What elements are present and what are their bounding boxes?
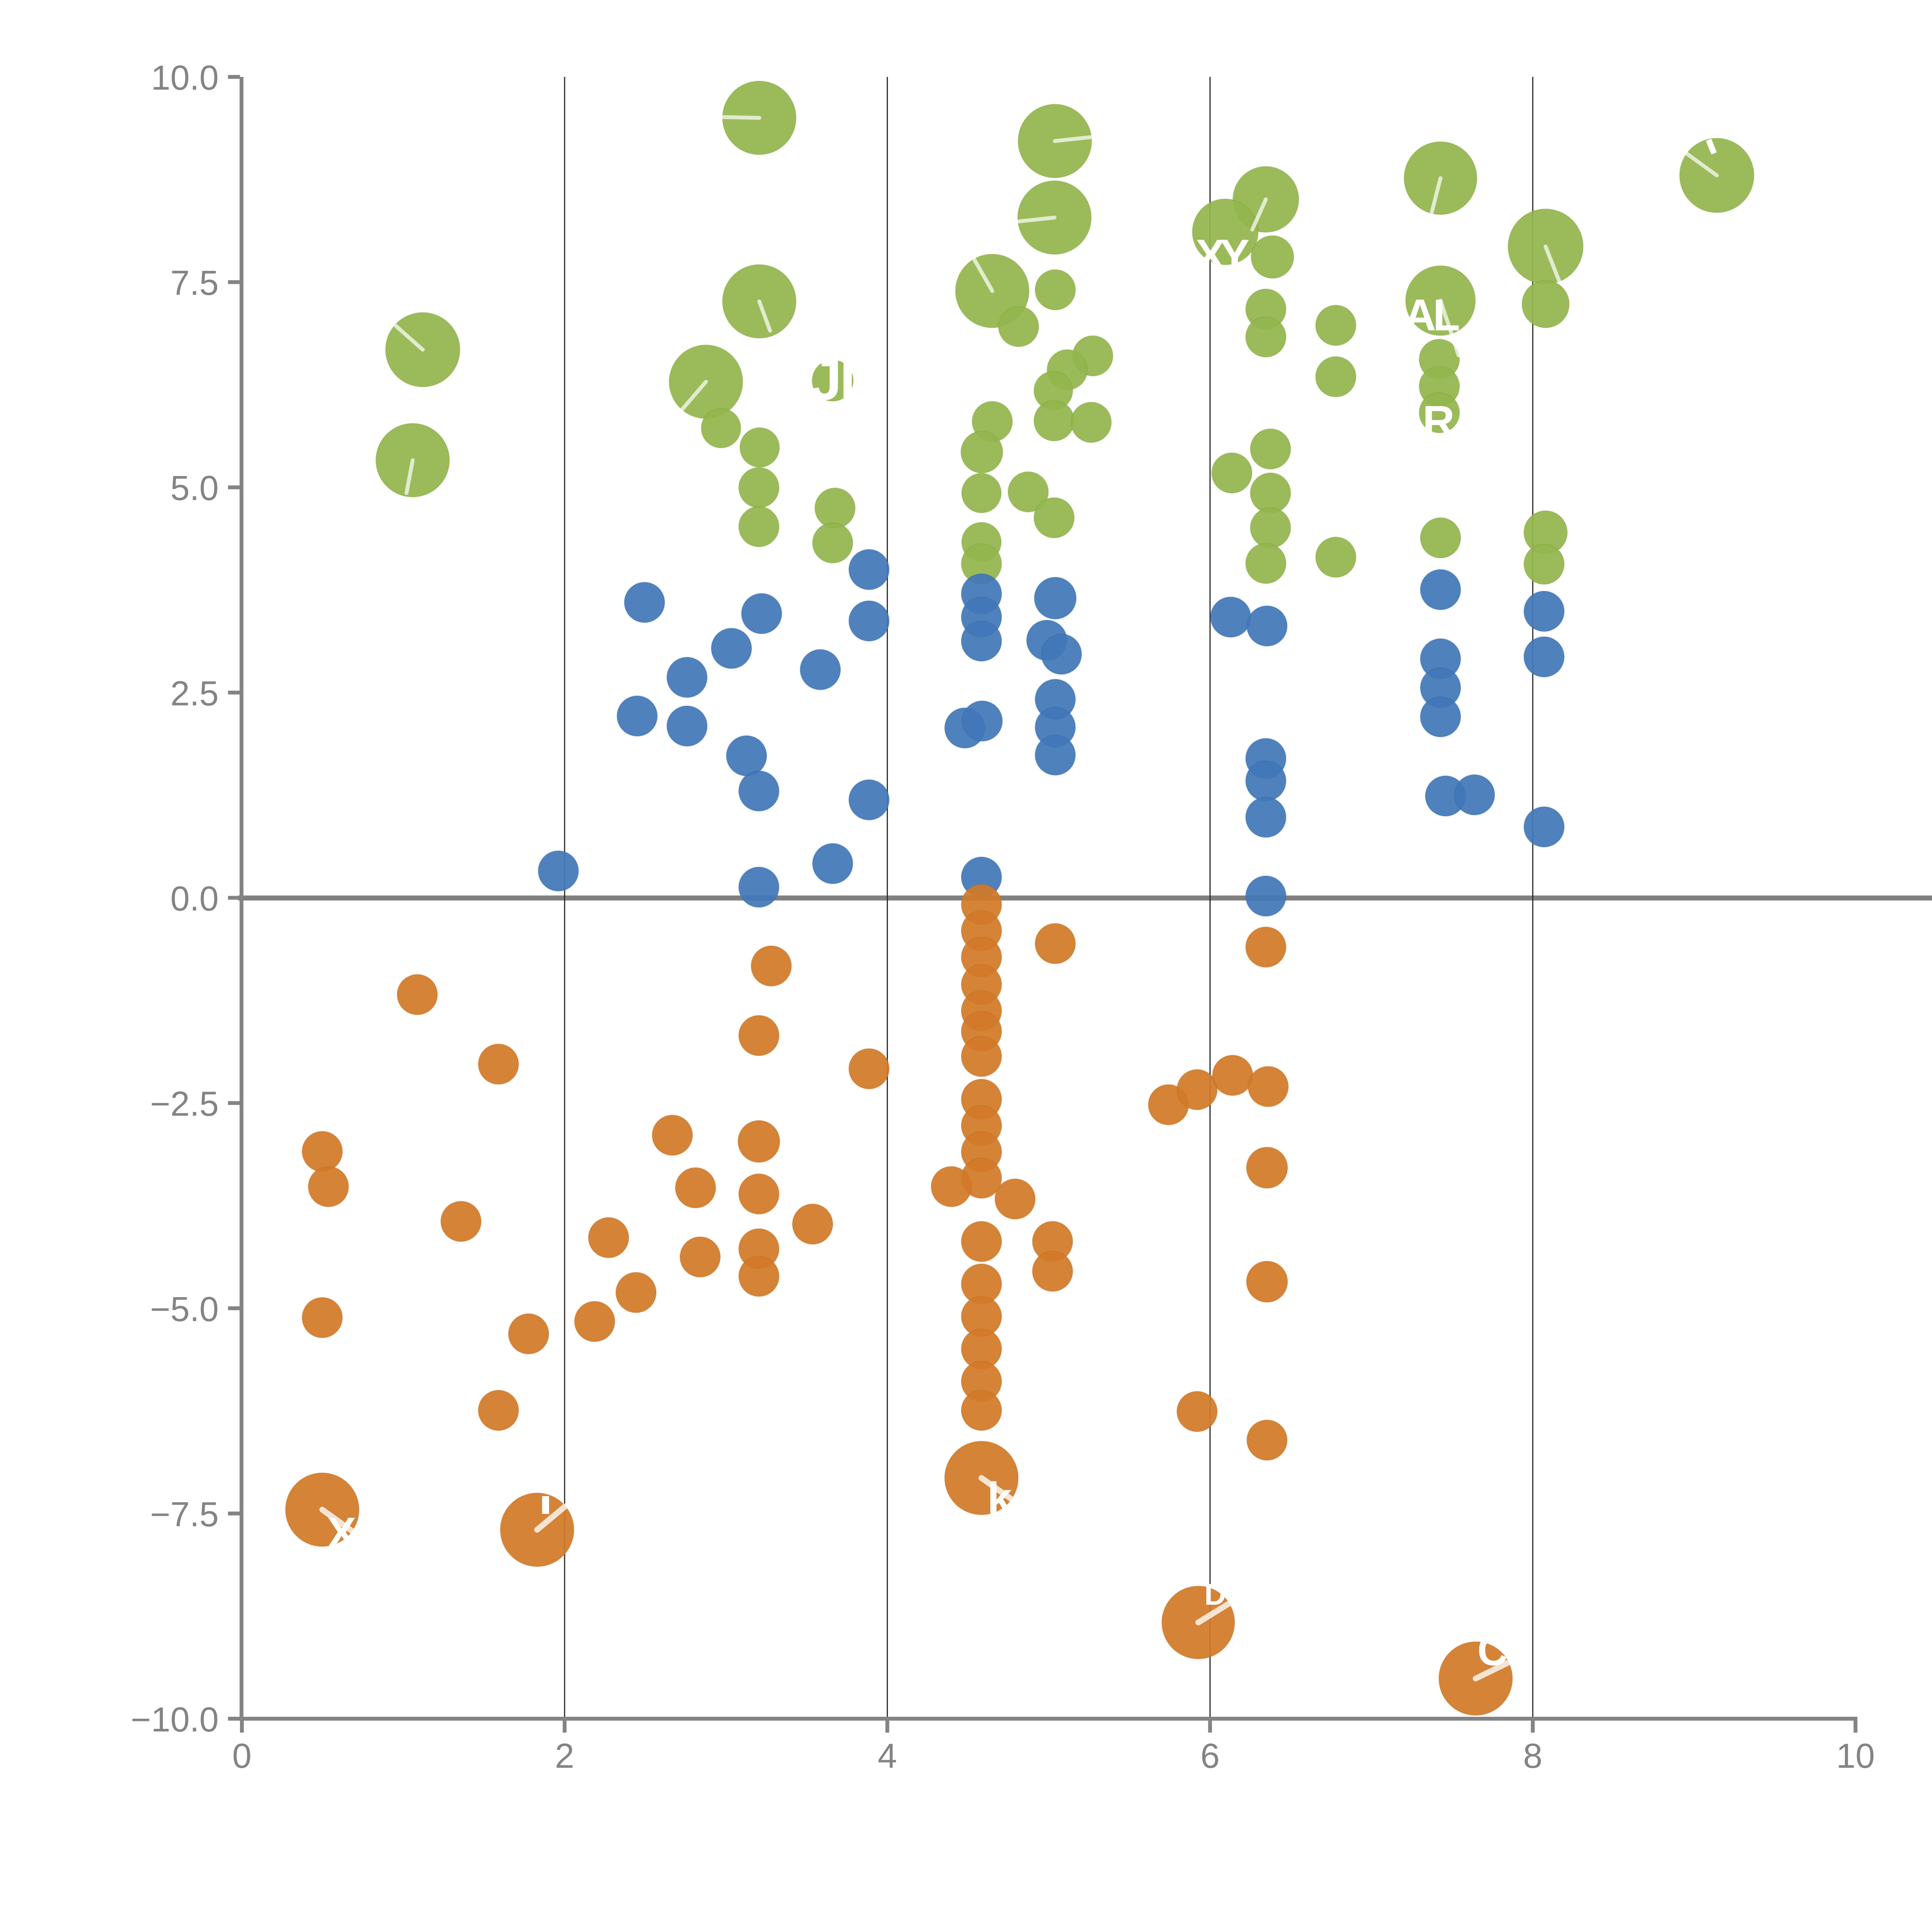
svg-text:−10.0: −10.0 xyxy=(131,1701,219,1739)
svg-text:XY: XY xyxy=(1196,231,1249,280)
svg-text:4: 4 xyxy=(878,1737,897,1776)
svg-text:R: R xyxy=(1422,397,1454,446)
svg-text:6: 6 xyxy=(1201,1737,1220,1776)
svg-text:0: 0 xyxy=(232,1737,252,1776)
svg-text:10.0: 10.0 xyxy=(151,59,219,97)
svg-text:k: k xyxy=(987,1474,1012,1523)
svg-text:2: 2 xyxy=(555,1737,574,1776)
svg-text:8: 8 xyxy=(1523,1737,1543,1776)
svg-text:−5.0: −5.0 xyxy=(150,1290,219,1329)
svg-text:AL: AL xyxy=(1404,291,1459,340)
svg-text:7.5: 7.5 xyxy=(170,264,219,303)
svg-text:−2.5: −2.5 xyxy=(150,1085,219,1124)
svg-text:X: X xyxy=(327,1509,356,1557)
svg-text:D: D xyxy=(1204,1577,1226,1611)
svg-text:2.5: 2.5 xyxy=(170,674,219,713)
svg-text:0.0: 0.0 xyxy=(170,880,219,918)
svg-text:−7.5: −7.5 xyxy=(150,1495,219,1534)
svg-text:10: 10 xyxy=(1836,1737,1875,1776)
svg-text:JI: JI xyxy=(810,347,853,412)
svg-text:5.0: 5.0 xyxy=(170,469,219,508)
svg-text:C: C xyxy=(1477,1627,1508,1675)
